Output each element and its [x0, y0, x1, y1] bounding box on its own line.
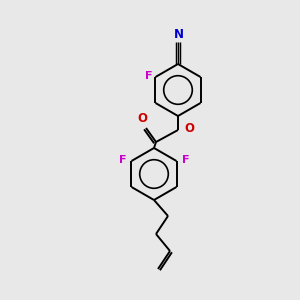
Text: F: F [182, 155, 189, 165]
Text: F: F [145, 71, 152, 81]
Text: F: F [119, 155, 127, 165]
Text: N: N [174, 28, 184, 41]
Text: O: O [137, 112, 147, 125]
Text: O: O [184, 122, 194, 136]
